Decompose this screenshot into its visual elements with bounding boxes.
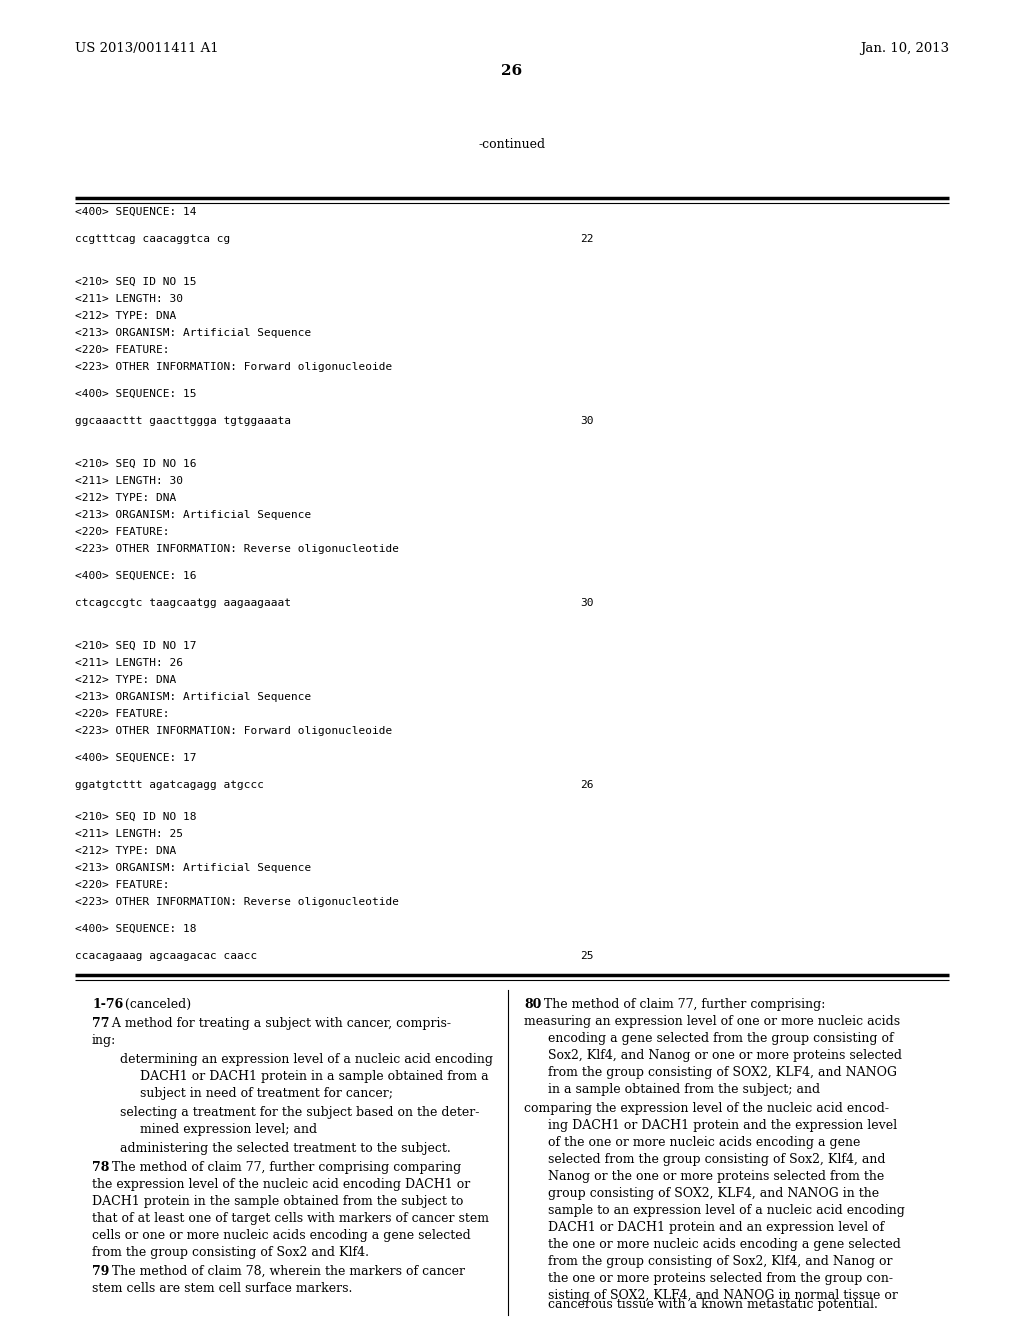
Text: ggatgtcttt agatcagagg atgccc: ggatgtcttt agatcagagg atgccc <box>75 780 264 789</box>
Text: measuring an expression level of one or more nucleic acids: measuring an expression level of one or … <box>524 1015 900 1028</box>
Text: group consisting of SOX2, KLF4, and NANOG in the: group consisting of SOX2, KLF4, and NANO… <box>548 1187 880 1200</box>
Text: 26: 26 <box>580 780 594 789</box>
Text: <223> OTHER INFORMATION: Reverse oligonucleotide: <223> OTHER INFORMATION: Reverse oligonu… <box>75 544 399 554</box>
Text: that of at least one of target cells with markers of cancer stem: that of at least one of target cells wit… <box>92 1212 489 1225</box>
Text: ing DACH1 or DACH1 protein and the expression level: ing DACH1 or DACH1 protein and the expre… <box>548 1119 897 1133</box>
Text: <211> LENGTH: 26: <211> LENGTH: 26 <box>75 657 183 668</box>
Text: <223> OTHER INFORMATION: Forward oligonucleoide: <223> OTHER INFORMATION: Forward oligonu… <box>75 726 392 737</box>
Text: <223> OTHER INFORMATION: Forward oligonucleoide: <223> OTHER INFORMATION: Forward oligonu… <box>75 362 392 372</box>
Text: <223> OTHER INFORMATION: Reverse oligonucleotide: <223> OTHER INFORMATION: Reverse oligonu… <box>75 898 399 907</box>
Text: ccacagaaag agcaagacac caacc: ccacagaaag agcaagacac caacc <box>75 950 257 961</box>
Text: <400> SEQUENCE: 16: <400> SEQUENCE: 16 <box>75 572 197 581</box>
Text: 78: 78 <box>92 1162 110 1173</box>
Text: the expression level of the nucleic acid encoding DACH1 or: the expression level of the nucleic acid… <box>92 1177 470 1191</box>
Text: <210> SEQ ID NO 15: <210> SEQ ID NO 15 <box>75 277 197 286</box>
Text: <220> FEATURE:: <220> FEATURE: <box>75 345 170 355</box>
Text: US 2013/0011411 A1: US 2013/0011411 A1 <box>75 42 219 55</box>
Text: . The method of claim 78, wherein the markers of cancer: . The method of claim 78, wherein the ma… <box>104 1265 465 1278</box>
Text: administering the selected treatment to the subject.: administering the selected treatment to … <box>120 1142 451 1155</box>
Text: ccgtttcag caacaggtca cg: ccgtttcag caacaggtca cg <box>75 234 230 244</box>
Text: cancerous tissue with a known metastatic potential.: cancerous tissue with a known metastatic… <box>548 1298 878 1311</box>
Text: comparing the expression level of the nucleic acid encod-: comparing the expression level of the nu… <box>524 1102 889 1115</box>
Text: sample to an expression level of a nucleic acid encoding: sample to an expression level of a nucle… <box>548 1204 905 1217</box>
Text: <220> FEATURE:: <220> FEATURE: <box>75 527 170 537</box>
Text: selecting a treatment for the subject based on the deter-: selecting a treatment for the subject ba… <box>120 1106 479 1119</box>
Text: determining an expression level of a nucleic acid encoding: determining an expression level of a nuc… <box>120 1053 493 1067</box>
Text: of the one or more nucleic acids encoding a gene: of the one or more nucleic acids encodin… <box>548 1137 860 1148</box>
Text: <213> ORGANISM: Artificial Sequence: <213> ORGANISM: Artificial Sequence <box>75 327 311 338</box>
Text: cells or one or more nucleic acids encoding a gene selected: cells or one or more nucleic acids encod… <box>92 1229 471 1242</box>
Text: -continued: -continued <box>478 139 546 150</box>
Text: <211> LENGTH: 25: <211> LENGTH: 25 <box>75 829 183 840</box>
Text: 22: 22 <box>580 234 594 244</box>
Text: ggcaaacttt gaacttggga tgtggaaata: ggcaaacttt gaacttggga tgtggaaata <box>75 416 291 426</box>
Text: <220> FEATURE:: <220> FEATURE: <box>75 709 170 719</box>
Text: <400> SEQUENCE: 15: <400> SEQUENCE: 15 <box>75 389 197 399</box>
Text: 77: 77 <box>92 1016 110 1030</box>
Text: <210> SEQ ID NO 18: <210> SEQ ID NO 18 <box>75 812 197 822</box>
Text: mined expression level; and: mined expression level; and <box>140 1123 317 1137</box>
Text: ctcagccgtc taagcaatgg aagaagaaat: ctcagccgtc taagcaatgg aagaagaaat <box>75 598 291 609</box>
Text: <211> LENGTH: 30: <211> LENGTH: 30 <box>75 294 183 304</box>
Text: 79: 79 <box>92 1265 110 1278</box>
Text: <400> SEQUENCE: 18: <400> SEQUENCE: 18 <box>75 924 197 935</box>
Text: <400> SEQUENCE: 14: <400> SEQUENCE: 14 <box>75 207 197 216</box>
Text: 25: 25 <box>580 950 594 961</box>
Text: ing:: ing: <box>92 1034 117 1047</box>
Text: subject in need of treatment for cancer;: subject in need of treatment for cancer; <box>140 1086 393 1100</box>
Text: 30: 30 <box>580 416 594 426</box>
Text: from the group consisting of Sox2 and Klf4.: from the group consisting of Sox2 and Kl… <box>92 1246 369 1259</box>
Text: Jan. 10, 2013: Jan. 10, 2013 <box>860 42 949 55</box>
Text: from the group consisting of SOX2, KLF4, and NANOG: from the group consisting of SOX2, KLF4,… <box>548 1067 897 1078</box>
Text: 80: 80 <box>524 998 542 1011</box>
Text: DACH1 or DACH1 protein in a sample obtained from a: DACH1 or DACH1 protein in a sample obtai… <box>140 1071 488 1082</box>
Text: 30: 30 <box>580 598 594 609</box>
Text: the one or more nucleic acids encoding a gene selected: the one or more nucleic acids encoding a… <box>548 1238 901 1251</box>
Text: in a sample obtained from the subject; and: in a sample obtained from the subject; a… <box>548 1082 820 1096</box>
Text: from the group consisting of Sox2, Klf4, and Nanog or: from the group consisting of Sox2, Klf4,… <box>548 1255 893 1269</box>
Text: . A method for treating a subject with cancer, compris-: . A method for treating a subject with c… <box>104 1016 452 1030</box>
Text: Nanog or the one or more proteins selected from the: Nanog or the one or more proteins select… <box>548 1170 885 1183</box>
Text: DACH1 protein in the sample obtained from the subject to: DACH1 protein in the sample obtained fro… <box>92 1195 464 1208</box>
Text: . The method of claim 77, further comprising comparing: . The method of claim 77, further compri… <box>104 1162 462 1173</box>
Text: <212> TYPE: DNA: <212> TYPE: DNA <box>75 312 176 321</box>
Text: <212> TYPE: DNA: <212> TYPE: DNA <box>75 846 176 855</box>
Text: <212> TYPE: DNA: <212> TYPE: DNA <box>75 492 176 503</box>
Text: . (canceled): . (canceled) <box>117 998 190 1011</box>
Text: <213> ORGANISM: Artificial Sequence: <213> ORGANISM: Artificial Sequence <box>75 863 311 873</box>
Text: 26: 26 <box>502 63 522 78</box>
Text: <210> SEQ ID NO 17: <210> SEQ ID NO 17 <box>75 642 197 651</box>
Text: selected from the group consisting of Sox2, Klf4, and: selected from the group consisting of So… <box>548 1152 886 1166</box>
Text: encoding a gene selected from the group consisting of: encoding a gene selected from the group … <box>548 1032 894 1045</box>
Text: 1-76: 1-76 <box>92 998 123 1011</box>
Text: <400> SEQUENCE: 17: <400> SEQUENCE: 17 <box>75 752 197 763</box>
Text: the one or more proteins selected from the group con-: the one or more proteins selected from t… <box>548 1272 893 1284</box>
Text: . The method of claim 77, further comprising:: . The method of claim 77, further compri… <box>537 998 825 1011</box>
Text: sisting of SOX2, KLF4, and NANOG in normal tissue or: sisting of SOX2, KLF4, and NANOG in norm… <box>548 1290 898 1302</box>
Text: <213> ORGANISM: Artificial Sequence: <213> ORGANISM: Artificial Sequence <box>75 692 311 702</box>
Text: <211> LENGTH: 30: <211> LENGTH: 30 <box>75 477 183 486</box>
Text: Sox2, Klf4, and Nanog or one or more proteins selected: Sox2, Klf4, and Nanog or one or more pro… <box>548 1049 902 1063</box>
Text: <210> SEQ ID NO 16: <210> SEQ ID NO 16 <box>75 459 197 469</box>
Text: <213> ORGANISM: Artificial Sequence: <213> ORGANISM: Artificial Sequence <box>75 510 311 520</box>
Text: <212> TYPE: DNA: <212> TYPE: DNA <box>75 675 176 685</box>
Text: <220> FEATURE:: <220> FEATURE: <box>75 880 170 890</box>
Text: DACH1 or DACH1 protein and an expression level of: DACH1 or DACH1 protein and an expression… <box>548 1221 885 1234</box>
Text: stem cells are stem cell surface markers.: stem cells are stem cell surface markers… <box>92 1282 352 1295</box>
